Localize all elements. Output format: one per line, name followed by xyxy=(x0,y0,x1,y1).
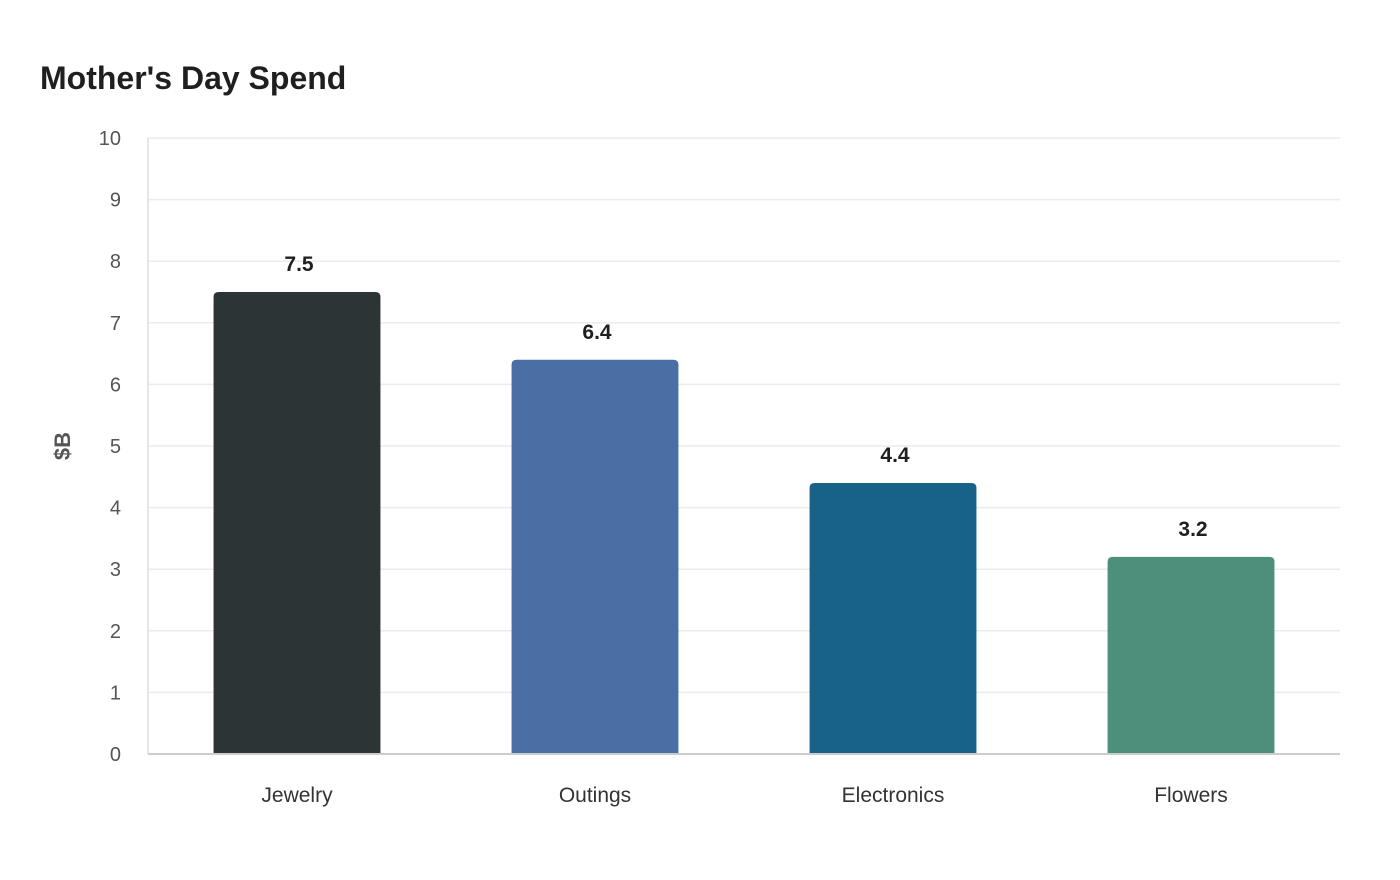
bar-jewelry xyxy=(213,292,381,754)
y-tick-label: 5 xyxy=(110,436,121,458)
y-tick-label: 1 xyxy=(110,682,121,704)
category-labels: Jewelry Outings Electronics Flowers xyxy=(261,784,1227,807)
value-labels: 7.5 6.4 4.4 3.2 xyxy=(284,253,1207,541)
y-tick-label: 8 xyxy=(110,251,121,273)
y-tick-label: 9 xyxy=(110,190,121,212)
value-label: 4.4 xyxy=(880,444,910,467)
y-tick-label: 7 xyxy=(110,313,121,335)
y-tick-label: 2 xyxy=(110,621,121,643)
category-label: Outings xyxy=(559,784,631,807)
y-tick-label: 3 xyxy=(110,559,121,581)
category-label: Flowers xyxy=(1154,784,1228,807)
bar-electronics xyxy=(809,482,977,754)
bar-outings xyxy=(511,359,679,754)
y-tick-label: 10 xyxy=(99,128,121,150)
bar-flowers xyxy=(1107,556,1275,754)
y-tick-label: 4 xyxy=(110,498,121,520)
category-label: Electronics xyxy=(842,784,945,807)
bars xyxy=(213,292,1275,754)
value-label: 3.2 xyxy=(1178,518,1207,541)
category-label: Jewelry xyxy=(261,784,333,807)
value-label: 6.4 xyxy=(582,321,612,344)
y-tick-label: 0 xyxy=(110,744,121,766)
y-tick-label: 6 xyxy=(110,374,121,396)
y-axis-title: $B xyxy=(50,432,75,460)
value-label: 7.5 xyxy=(284,253,314,276)
chart-title: Mother's Day Spend xyxy=(40,60,347,96)
y-tick-labels: 0 1 2 3 4 5 6 7 8 9 10 xyxy=(99,128,121,766)
